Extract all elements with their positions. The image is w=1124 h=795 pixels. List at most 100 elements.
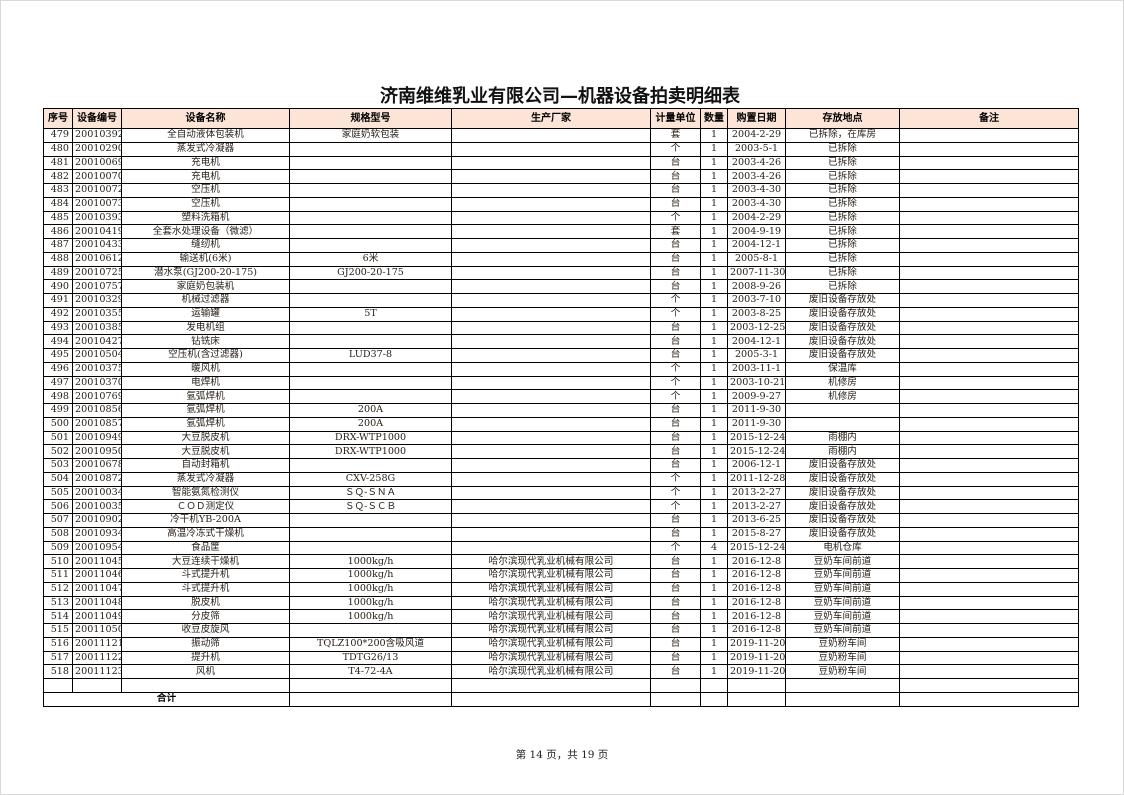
cell-name: 发电机组	[121, 320, 290, 336]
cell-code: 20010757	[72, 279, 122, 294]
cell-date: 2003-4-26	[727, 155, 786, 171]
cell-qty: 1	[700, 471, 728, 487]
cell-code: 20010872	[72, 471, 122, 487]
cell-spec	[289, 334, 452, 349]
cell-name: 空压机	[121, 183, 290, 198]
cell-unit: 个	[650, 210, 701, 226]
cell-location: 豆奶车间前道	[785, 581, 900, 597]
cell-location: 已拆除	[785, 265, 900, 281]
column-header-name: 设备名称	[121, 108, 290, 129]
cell-qty: 1	[700, 444, 728, 459]
cell-seq: 496	[43, 361, 73, 377]
cell-date: 2011-9-30	[727, 403, 786, 418]
cell-maker: 哈尔滨现代乳业机械有限公司	[451, 650, 651, 666]
cell-unit: 台	[650, 664, 701, 679]
table-row: 508 20010934 高温冷冻式干燥机 台 1 2015-8-27 废旧设备存放处	[43, 526, 1079, 542]
cell-date: 2013-2-27	[727, 499, 786, 514]
cell-date: 2019-11-20	[727, 650, 786, 666]
cell-name: 风机	[121, 664, 290, 679]
column-header-remark: 备注	[899, 108, 1079, 129]
cell-date: 2004-2-29	[727, 210, 786, 226]
cell-unit: 套	[650, 128, 701, 143]
cell-date: 2004-9-19	[727, 224, 786, 239]
cell-date: 2016-12-8	[727, 581, 786, 597]
column-header-spec: 规格型号	[289, 108, 452, 129]
cell-seq: 497	[43, 375, 73, 391]
cell-maker: 哈尔滨现代乳业机械有限公司	[451, 568, 651, 583]
cell-seq: 486	[43, 224, 73, 239]
cell-empty	[72, 678, 122, 693]
cell-unit: 台	[650, 581, 701, 597]
cell-maker	[451, 183, 651, 198]
column-header-seq: 序号	[43, 108, 73, 129]
cell-maker	[451, 265, 651, 281]
cell-date: 2007-11-30	[727, 265, 786, 281]
cell-remark	[899, 650, 1079, 666]
cell-location: 废旧设备存放处	[785, 499, 900, 514]
cell-seq: 489	[43, 265, 73, 281]
cell-seq: 488	[43, 251, 73, 267]
table-row: 499 20010856 氩弧焊机 200A 台 1 2011-9-30	[43, 403, 1079, 418]
cell-name: 氩弧焊机	[121, 403, 290, 418]
cell-unit: 台	[650, 554, 701, 569]
cell-remark	[899, 526, 1079, 542]
cell-location: 已拆除	[785, 196, 900, 212]
cell-maker	[451, 141, 651, 157]
table-row: 484 20010073 空压机 台 1 2003-4-30 已拆除	[43, 196, 1079, 212]
cell-spec	[289, 238, 452, 253]
cell-maker: 哈尔滨现代乳业机械有限公司	[451, 664, 651, 679]
cell-location: 废旧设备存放处	[785, 458, 900, 473]
cell-qty: 1	[700, 430, 728, 446]
cell-spec: 家庭奶软包装	[289, 128, 452, 143]
cell-spec: 1000kg/h	[289, 554, 452, 569]
cell-qty: 1	[700, 568, 728, 583]
cell-unit: 台	[650, 334, 701, 349]
cell-seq: 504	[43, 471, 73, 487]
cell-empty	[451, 691, 651, 707]
cell-spec: 1000kg/h	[289, 568, 452, 583]
cell-name: 潜水泵(GJ200-20-175)	[121, 265, 290, 281]
cell-qty: 1	[700, 196, 728, 212]
cell-name: 大豆脱皮机	[121, 430, 290, 446]
cell-maker	[451, 458, 651, 473]
cell-location: 机修房	[785, 375, 900, 391]
table-row: 514 20011049 分皮筛 1000kg/h 哈尔滨现代乳业机械有限公司台 1 201…	[43, 609, 1079, 624]
cell-maker	[451, 361, 651, 377]
cell-remark	[899, 348, 1079, 363]
cell-location: 废旧设备存放处	[785, 526, 900, 542]
table-row: 491 20010329 机械过滤器 个 1 2003-7-10 废旧设备存放处	[43, 293, 1079, 308]
cell-name: 自动封箱机	[121, 458, 290, 473]
cell-date: 2009-9-27	[727, 389, 786, 404]
cell-remark	[899, 224, 1079, 239]
cell-empty	[650, 678, 701, 693]
cell-maker	[451, 251, 651, 267]
cell-remark	[899, 361, 1079, 377]
cell-maker: 哈尔滨现代乳业机械有限公司	[451, 595, 651, 611]
cell-spec: 1000kg/h	[289, 581, 452, 597]
cell-qty: 1	[700, 636, 728, 652]
cell-seq: 492	[43, 306, 73, 322]
cell-name: 分皮筛	[121, 609, 290, 624]
cell-seq: 487	[43, 238, 73, 253]
table-row: 500 20010857 氩弧焊机 200A 台 1 2011-9-30	[43, 416, 1079, 432]
cell-spec: TDTG26/13	[289, 650, 452, 666]
cell-date: 2003-11-1	[727, 361, 786, 377]
cell-qty: 1	[700, 650, 728, 666]
cell-qty: 1	[700, 224, 728, 239]
cell-spec: 1000kg/h	[289, 609, 452, 624]
cell-code: 20011049	[72, 609, 122, 624]
column-header-date: 购置日期	[727, 108, 786, 129]
cell-location: 已拆除	[785, 210, 900, 226]
cell-date: 2003-5-1	[727, 141, 786, 157]
cell-name: 氩弧焊机	[121, 389, 290, 404]
cell-location: 已拆除	[785, 183, 900, 198]
cell-spec: LUD37-8	[289, 348, 452, 363]
cell-maker	[451, 430, 651, 446]
cell-name: 高温冷冻式干燥机	[121, 526, 290, 542]
cell-date: 2015-12-24	[727, 430, 786, 446]
cell-date: 2005-3-1	[727, 348, 786, 363]
cell-date: 2008-9-26	[727, 279, 786, 294]
table-row: 504 20010872 蒸发式冷凝器 CXV-258G 个 1 2011-12-28 废旧设…	[43, 471, 1079, 487]
cell-qty: 4	[700, 540, 728, 556]
cell-spec	[289, 389, 452, 404]
